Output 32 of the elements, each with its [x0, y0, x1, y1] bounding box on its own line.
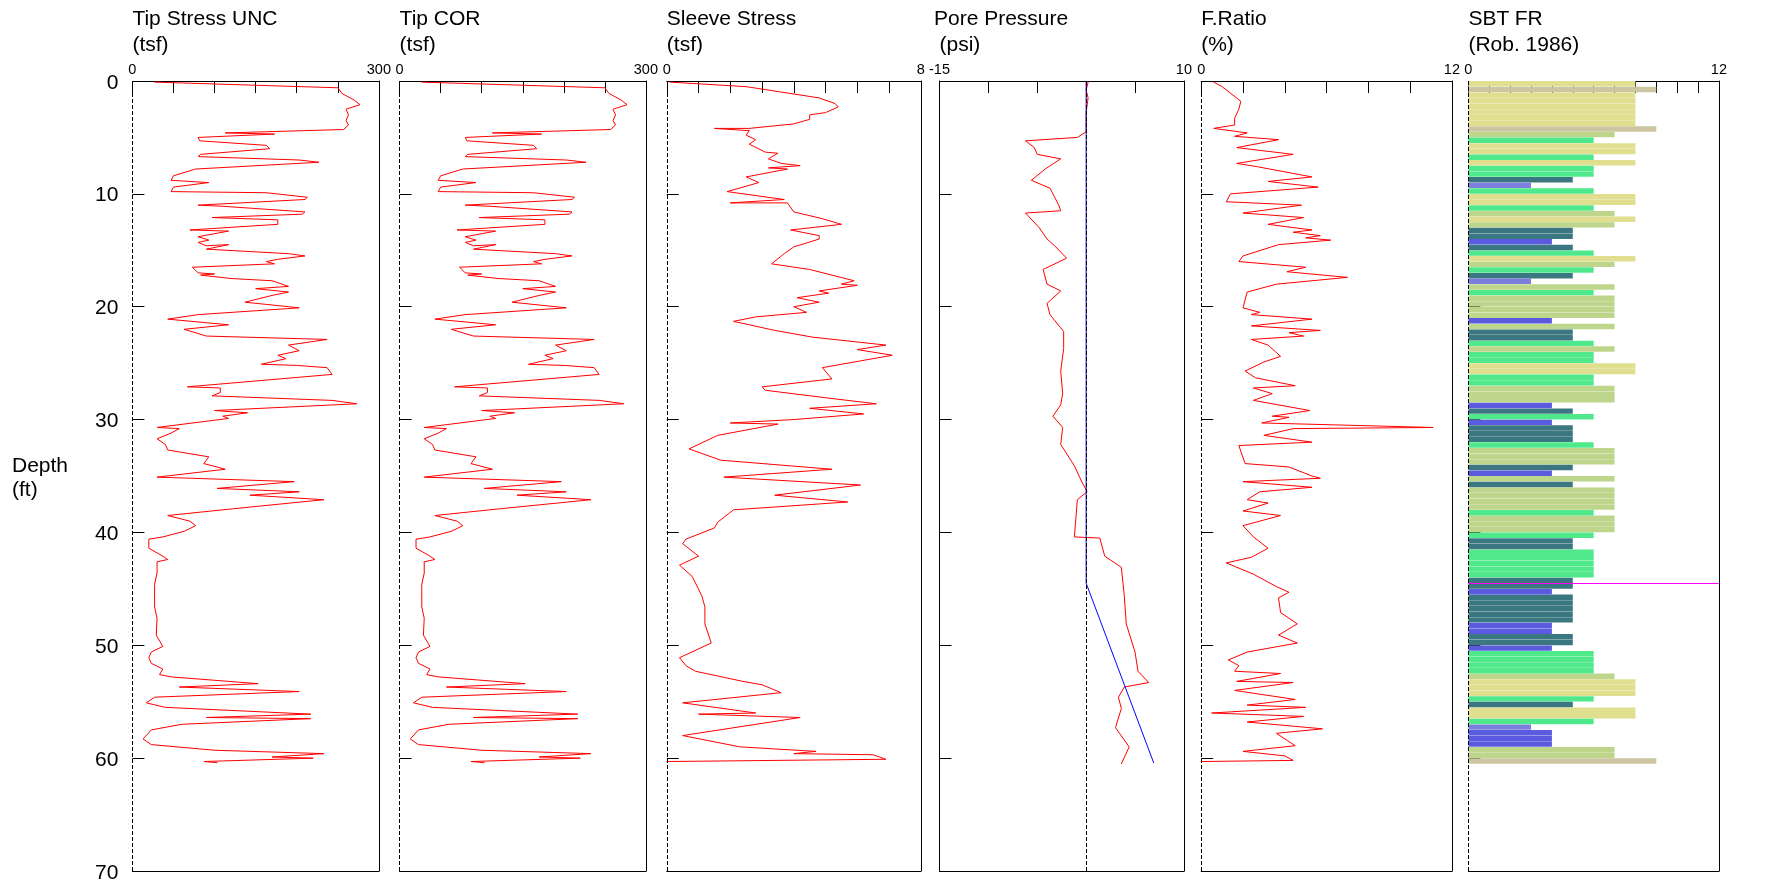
y-tick-label: 40: [95, 520, 119, 544]
x-tick-label: 0: [662, 60, 671, 77]
y-tick-label: 70: [95, 859, 119, 883]
chart-title: Tip Stress UNC: [132, 6, 278, 29]
y-axis-title: Depth (ft): [12, 452, 69, 500]
chart-title: Pore Pressure: [934, 6, 1069, 29]
chart-title: F.Ratio: [1201, 6, 1267, 29]
x-tick-label: 0: [395, 60, 404, 77]
chart-title: Tip COR: [399, 6, 481, 29]
x-tick-label: 0: [1464, 60, 1473, 77]
x-axis-title: (Rob. 1986): [1468, 32, 1580, 55]
y-tick-label: 10: [95, 182, 119, 206]
y-tick-label: 30: [95, 408, 119, 432]
x-tick-label: 0: [128, 60, 137, 77]
x-tick-label: 300: [633, 60, 659, 77]
x-axis-title: (tsf): [132, 32, 169, 55]
y-tick-label: 60: [95, 746, 119, 770]
y-tick-label: 50: [95, 633, 119, 657]
x-tick-label: -15: [928, 60, 950, 77]
x-tick-label: 8: [916, 60, 925, 77]
x-tick-label: 10: [1175, 60, 1193, 77]
chart-title: SBT FR: [1468, 6, 1543, 29]
x-tick-label: 12: [1443, 60, 1461, 77]
x-tick-label: 300: [366, 60, 392, 77]
x-tick-label: 0: [1197, 60, 1206, 77]
x-tick-label: 12: [1710, 60, 1728, 77]
x-axis-title: (%): [1201, 32, 1234, 55]
y-tick-label: 20: [95, 295, 119, 319]
chart-title: Sleeve Stress: [666, 6, 797, 29]
x-axis-title: (tsf): [399, 32, 436, 55]
x-axis-title: (psi): [939, 32, 981, 55]
x-axis-title: (tsf): [666, 32, 703, 55]
